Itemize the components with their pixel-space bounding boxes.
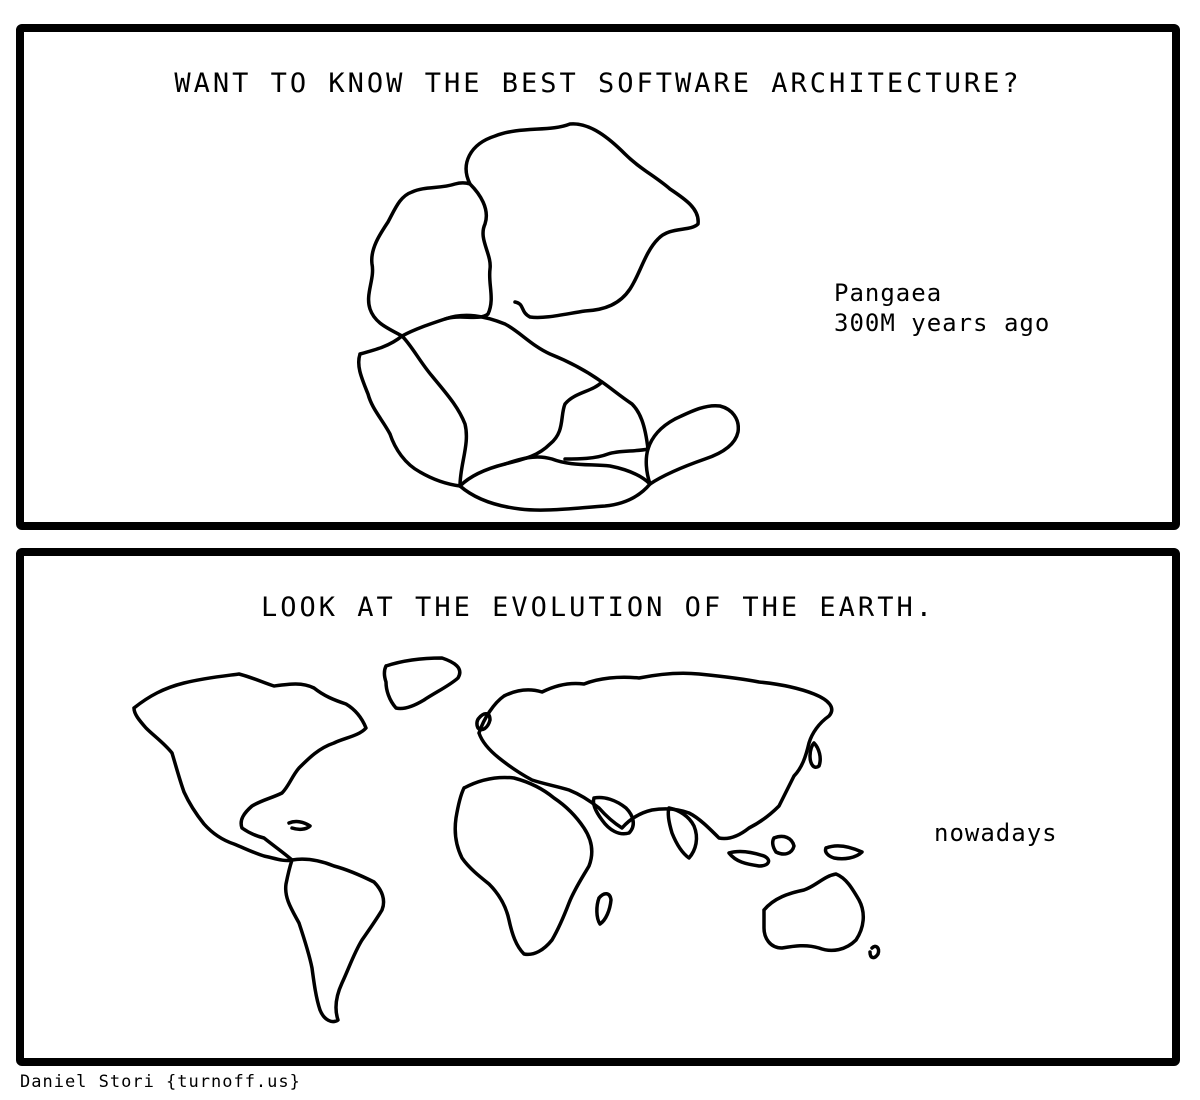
world-island-madagascar: [595, 892, 613, 926]
world-island-new-guinea: [823, 844, 864, 861]
world-continent-eurasia: [477, 671, 834, 841]
world-peninsula-arabia: [591, 795, 635, 836]
world-continent-australia: [762, 872, 865, 953]
world-island-borneo: [770, 834, 796, 856]
pangaea-landmass-antarctica: [458, 455, 652, 512]
pangaea-caption-line1: Pangaea: [834, 279, 943, 307]
world-island-greenland: [382, 656, 462, 711]
world-island-japan: [808, 741, 822, 769]
world-continent-north-america: [132, 672, 368, 863]
world-island-british-isles: [475, 712, 492, 732]
world-islands-indonesia: [727, 849, 771, 868]
pangaea-caption-line2: 300M years ago: [834, 309, 1051, 337]
pangaea-landmass-australia: [644, 403, 740, 486]
pangaea-landmass-north-america: [366, 181, 493, 338]
world-continent-africa: [453, 775, 594, 957]
nowadays-caption: nowadays: [934, 819, 1058, 847]
comic-panel-top: WANT TO KNOW THE BEST SOFTWARE ARCHITECT…: [16, 24, 1180, 530]
world-peninsula-india: [666, 806, 699, 860]
panel-title-top: WANT TO KNOW THE BEST SOFTWARE ARCHITECT…: [174, 68, 1022, 99]
pangaea-caption: Pangaea 300M years ago: [834, 278, 1050, 338]
world-islands-caribbean: [287, 819, 312, 832]
world-continent-south-america: [283, 857, 386, 1024]
pangaea-landmass-asia: [464, 122, 700, 320]
panel-title-bottom: LOOK AT THE EVOLUTION OF THE EARTH.: [261, 592, 935, 623]
pangaea-map-illustration: [356, 122, 740, 512]
comic-panel-bottom: LOOK AT THE EVOLUTION OF THE EARTH. nowa: [16, 548, 1180, 1066]
pangaea-landmass-india: [563, 380, 650, 461]
world-island-new-zealand: [868, 944, 881, 960]
author-credit: Daniel Stori {turnoff.us}: [20, 1072, 301, 1092]
world-map-illustration: [132, 656, 881, 1024]
pangaea-landmass-africa: [356, 334, 469, 488]
